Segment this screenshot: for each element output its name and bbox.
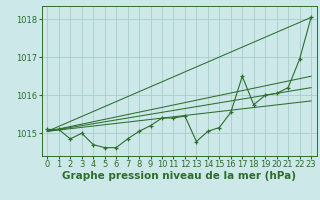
- X-axis label: Graphe pression niveau de la mer (hPa): Graphe pression niveau de la mer (hPa): [62, 171, 296, 181]
